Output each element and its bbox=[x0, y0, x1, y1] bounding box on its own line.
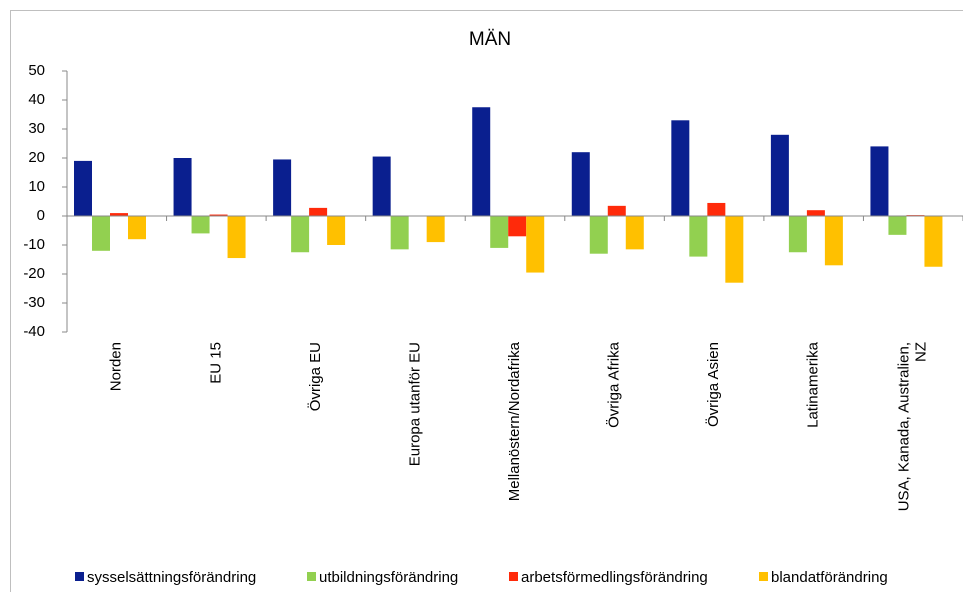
chart-border bbox=[10, 10, 963, 592]
bar bbox=[770, 134, 789, 216]
bar bbox=[490, 216, 509, 248]
x-tick-label: Övriga Asien bbox=[704, 342, 722, 427]
bar bbox=[191, 216, 210, 234]
y-tick-label: 20 bbox=[28, 149, 45, 166]
bar bbox=[327, 216, 346, 245]
y-tick-label: 30 bbox=[28, 120, 45, 137]
bar bbox=[309, 207, 328, 216]
bar bbox=[390, 216, 409, 250]
legend-label: arbetsförmedlingsförändring bbox=[521, 569, 708, 586]
bar bbox=[571, 152, 590, 216]
bar bbox=[74, 160, 92, 216]
x-tick-label: Norden bbox=[108, 342, 125, 391]
bar bbox=[671, 120, 690, 216]
bar bbox=[173, 158, 192, 216]
bar bbox=[924, 216, 943, 267]
legend-swatch bbox=[509, 572, 518, 581]
bar bbox=[589, 216, 608, 254]
bar bbox=[725, 216, 744, 283]
bar bbox=[508, 216, 527, 237]
bar bbox=[788, 216, 807, 253]
bar bbox=[92, 216, 110, 251]
y-tick-label: 40 bbox=[28, 91, 45, 108]
legend-label: blandatförändring bbox=[771, 569, 888, 586]
bar bbox=[625, 216, 644, 250]
y-tick-label: -40 bbox=[23, 323, 45, 340]
bar bbox=[689, 216, 708, 257]
x-tick-label: Europa utanför EU bbox=[406, 342, 423, 466]
bar bbox=[806, 210, 825, 216]
y-tick-label: -20 bbox=[23, 265, 45, 282]
legend-swatch bbox=[75, 572, 84, 581]
bar bbox=[128, 216, 146, 240]
x-tick-label: EU 15 bbox=[207, 342, 224, 384]
bar bbox=[291, 216, 310, 253]
bar bbox=[110, 213, 128, 216]
bar bbox=[870, 146, 889, 216]
y-tick-label: 50 bbox=[28, 62, 45, 79]
x-tick-label: USA, Kanada, Australien,NZ bbox=[896, 342, 930, 511]
legend-label: sysselsättningsförändring bbox=[87, 569, 256, 586]
x-tick-label: Latinamerika bbox=[805, 341, 822, 428]
y-tick-label: 0 bbox=[37, 207, 45, 224]
x-tick-label: Mellanöstern/Nordafrika bbox=[506, 341, 523, 501]
chart-title: MÄN bbox=[469, 29, 511, 50]
bar bbox=[607, 205, 626, 216]
bar bbox=[227, 216, 246, 259]
y-tick-label: -10 bbox=[23, 236, 45, 253]
x-tick-label: Övriga Afrika bbox=[605, 341, 623, 428]
bar bbox=[888, 216, 907, 235]
bar bbox=[824, 216, 843, 266]
bar bbox=[426, 216, 445, 243]
x-tick-label: Övriga EU bbox=[306, 342, 324, 411]
y-tick-label: 10 bbox=[28, 178, 45, 195]
legend-swatch bbox=[307, 572, 316, 581]
bar bbox=[472, 107, 491, 216]
bar bbox=[526, 216, 545, 273]
bar bbox=[707, 202, 726, 216]
bar bbox=[372, 156, 391, 216]
y-tick-label: -30 bbox=[23, 294, 45, 311]
legend-swatch bbox=[759, 572, 768, 581]
bar bbox=[273, 159, 292, 216]
legend-label: utbildningsförändring bbox=[319, 569, 458, 586]
bar bbox=[209, 214, 228, 216]
